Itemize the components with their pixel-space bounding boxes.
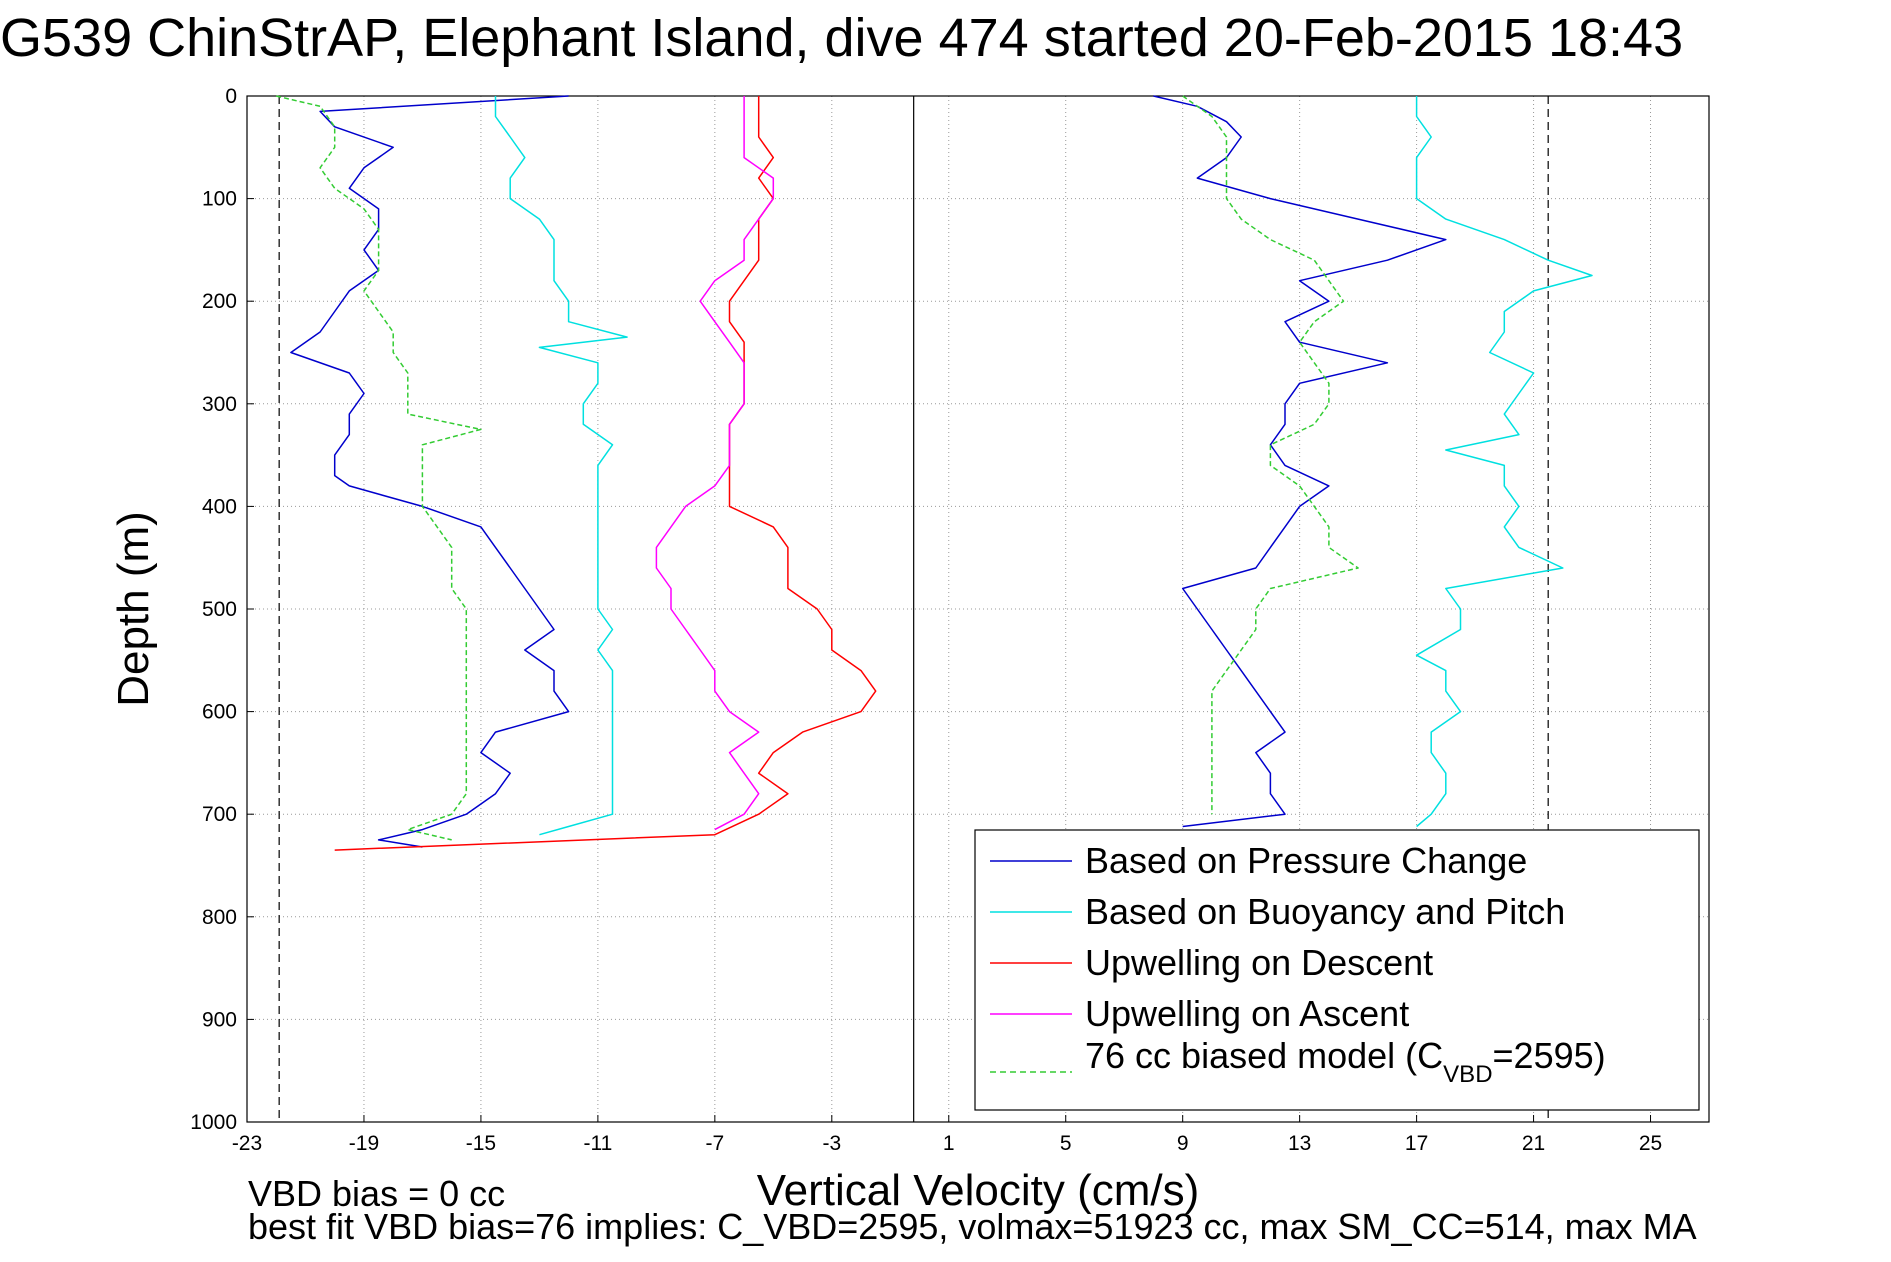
x-axis-label: Vertical Velocity (cm/s) (757, 1166, 1200, 1215)
x-tick-label: 13 (1288, 1132, 1311, 1155)
series-line-2-0 (334, 96, 877, 851)
legend-label-pressure: Based on Pressure Change (1085, 840, 1527, 881)
series-layer (276, 95, 1593, 851)
x-tick-label: 25 (1639, 1132, 1662, 1155)
y-tick-label: 500 (202, 598, 237, 621)
y-tick-label: 200 (202, 290, 237, 313)
legend-label-descent: Upwelling on Descent (1085, 942, 1433, 983)
best-fit-note: best fit VBD bias=76 implies: C_VBD=2595… (248, 1206, 1697, 1247)
y-tick-label: 100 (202, 188, 237, 211)
legend-box (974, 829, 1700, 1111)
series-line-1-0 (494, 96, 628, 836)
axis-ticks: -23 -19 -15 -11 -7 -3 1 5 9 13 17 21 25 0 100 200 300 400… (190, 85, 1662, 1155)
series-line-4-1 (1182, 95, 1359, 815)
y-tick-label: 1000 (190, 1111, 237, 1134)
y-tick-label: 900 (202, 1008, 237, 1031)
legend-label-ascent: Upwelling on Ascent (1085, 993, 1409, 1034)
y-axis-label: Depth (m) (109, 511, 158, 707)
series-line-1-1 (1415, 96, 1593, 828)
x-tick-label: 9 (1177, 1132, 1189, 1155)
vbd-bias-note: VBD bias = 0 cc (248, 1173, 505, 1214)
y-tick-label: 400 (202, 495, 237, 518)
y-tick-label: 800 (202, 906, 237, 929)
series-line-0-1 (1153, 95, 1447, 828)
x-tick-label: -15 (466, 1132, 496, 1155)
x-tick-label: -19 (349, 1132, 379, 1155)
x-tick-label: 1 (943, 1132, 955, 1155)
y-tick-label: 700 (202, 803, 237, 826)
series-line-0-0 (290, 95, 570, 848)
x-tick-label: 21 (1522, 1132, 1545, 1155)
legend: Based on Pressure Change Based on Buoyan… (974, 829, 1700, 1111)
legend-label-buoyancy: Based on Buoyancy and Pitch (1085, 891, 1565, 932)
x-tick-label: -7 (705, 1132, 724, 1155)
y-tick-label: 600 (202, 701, 237, 724)
x-tick-label: 17 (1405, 1132, 1428, 1155)
y-tick-label: 300 (202, 393, 237, 416)
series-line-4-0 (276, 95, 482, 841)
x-tick-label: -11 (583, 1132, 612, 1155)
reference-lines (278, 96, 1549, 1122)
series-line-3-0 (655, 96, 775, 831)
x-tick-label: -23 (232, 1132, 262, 1155)
chart-title: G539 ChinStrAP, Elephant Island, dive 47… (0, 8, 1683, 68)
legend-label-model: 76 cc biased model (CVBD=2595) (1085, 1035, 1606, 1088)
x-tick-label: -3 (822, 1132, 841, 1155)
y-tick-label: 0 (225, 85, 237, 108)
x-tick-label: 5 (1060, 1132, 1072, 1155)
